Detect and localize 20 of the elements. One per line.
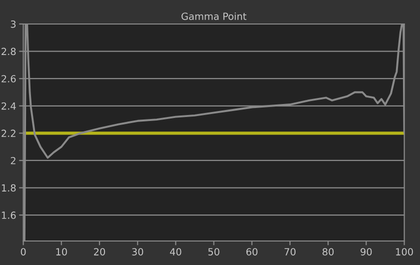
y-tick-label: 2.2 (2, 130, 16, 137)
x-tick-label: 50 (208, 248, 220, 256)
x-tick-label: 60 (246, 248, 258, 256)
x-tick-label: 20 (94, 248, 106, 256)
x-tick-label: 70 (284, 248, 296, 256)
x-tick-label: 10 (56, 248, 67, 256)
y-tick-label: 2.6 (2, 75, 16, 82)
x-tick-label: 40 (170, 248, 182, 256)
y-tick-label: 3 (10, 20, 16, 28)
x-tick-label: 30 (132, 248, 144, 256)
chart-title: Gamma Point (182, 12, 246, 20)
x-tick-label: 80 (322, 248, 334, 256)
y-tick-label: 1.6 (2, 212, 16, 219)
y-tick-label: 2 (10, 156, 16, 164)
y-tick-label: 2.4 (2, 102, 16, 110)
y-tick-label: 1.8 (2, 184, 16, 192)
x-tick-label: 90 (360, 248, 372, 256)
x-tick-label: 100 (396, 248, 413, 256)
y-tick-label: 2.8 (2, 48, 16, 56)
x-tick-label: 0 (20, 248, 26, 256)
